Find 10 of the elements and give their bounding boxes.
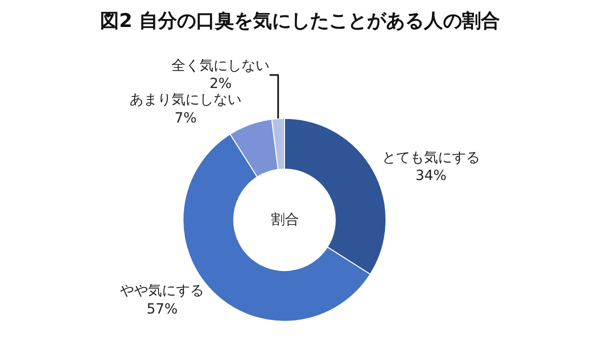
slice-label: とても気にする [382, 150, 480, 166]
slice-label: やや気にする [120, 283, 204, 300]
data-label: 7% [174, 110, 197, 126]
text: 割合 [271, 212, 299, 228]
slice-label: あまり気にしない [130, 92, 242, 108]
slice-label: 全く気にしない [172, 58, 270, 74]
data-label: 34% [415, 168, 447, 184]
data-label: 57% [146, 301, 178, 318]
data-label: 2% [209, 76, 232, 92]
chart-title: 図2 自分の口臭を気にしたことがある人の割合 [100, 10, 500, 32]
